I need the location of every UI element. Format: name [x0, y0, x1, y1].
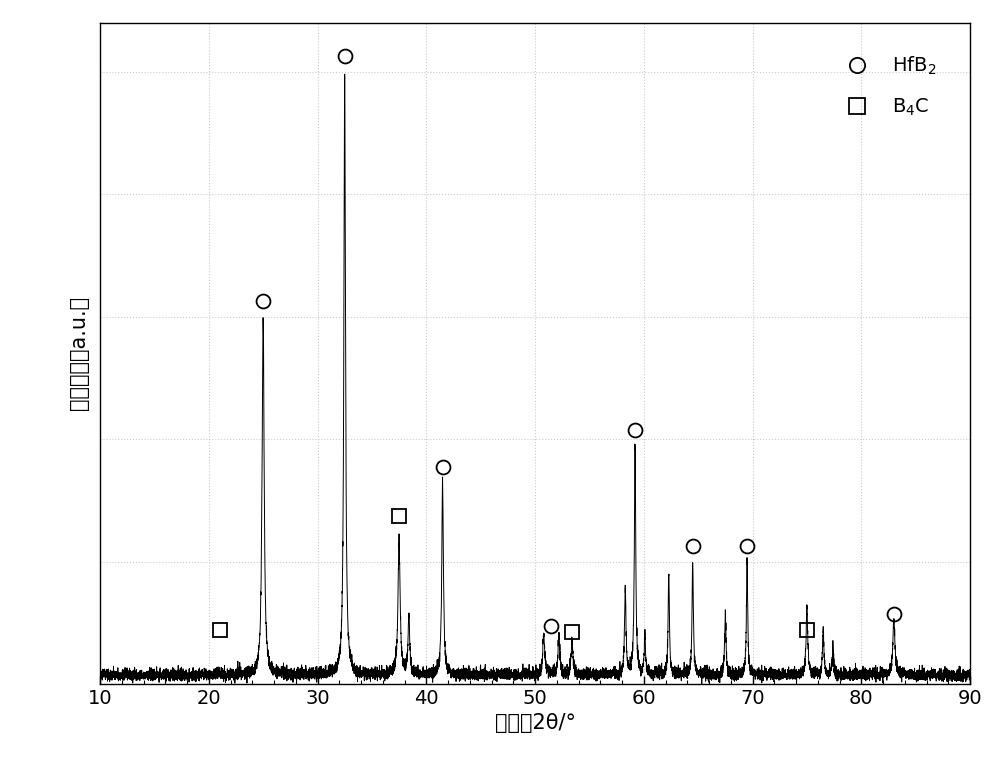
Legend: HfB$_2$, B$_4$C: HfB$_2$, B$_4$C	[822, 39, 952, 133]
X-axis label: 衍射角2θ/°: 衍射角2θ/°	[494, 714, 576, 733]
Y-axis label: 衍射强度（a.u.）: 衍射强度（a.u.）	[69, 296, 89, 410]
